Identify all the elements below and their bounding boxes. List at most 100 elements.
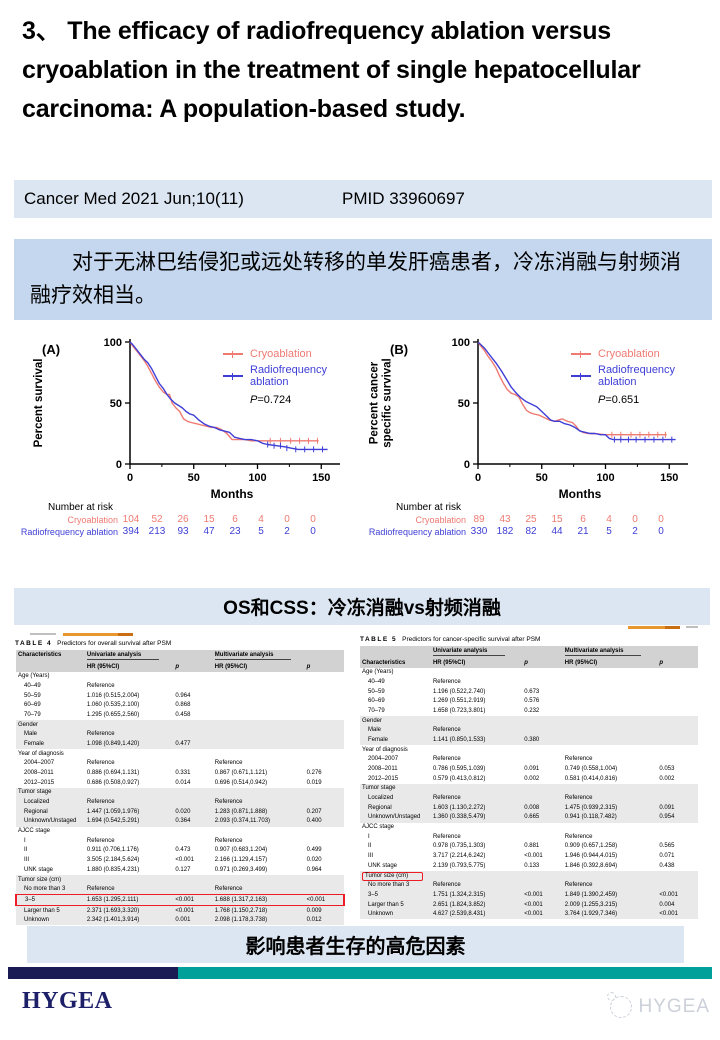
nar-value: 2 — [284, 526, 290, 537]
row-label: Localized — [360, 793, 431, 804]
crop-artifact — [118, 632, 133, 636]
footer-bar-teal — [178, 967, 712, 979]
row-value — [304, 797, 344, 808]
row-value: 2.651 (1.824,3.852) — [430, 900, 523, 910]
table-row: 2008–2011 0.786 (0.595,1.039) 0.091 0.749 (… — [360, 765, 698, 775]
nar-value: 82 — [525, 526, 537, 537]
table-group-label: Tumor stage — [360, 784, 698, 794]
survival-plot: 0 50 100 0 50 100 150 Percent survival — [33, 337, 340, 484]
row-value: 0.001 — [173, 915, 213, 926]
row-value — [657, 755, 698, 765]
row-value — [522, 832, 563, 842]
km-chart-overall-survival: (A) 0 50 100 0 50 100 150 Percent survival Cryo… — [18, 332, 363, 582]
row-label: Localized — [16, 797, 85, 808]
footer-bar-navy — [8, 967, 178, 979]
table-row: Unknown 4.627 (2.539,8.431) <0.001 3.764 (1… — [360, 909, 698, 920]
crop-artifact — [686, 626, 698, 628]
row-value — [522, 793, 563, 804]
row-label: 3–5 — [360, 890, 431, 901]
row-label: 40–49 — [24, 683, 41, 690]
row-value: 0.053 — [659, 766, 675, 773]
row-label: 3–5 — [15, 894, 85, 907]
row-value: 0.978 (0.735,1.303) — [432, 843, 486, 850]
row-label: 2012–2015 — [24, 779, 55, 786]
number-at-risk-label: Number at risk — [48, 502, 114, 513]
table-row: III 3.505 (2.184,5.624) <0.001 2.166 (1.129… — [16, 856, 344, 866]
row-value: Reference — [214, 837, 243, 844]
nar-value: 0 — [310, 514, 316, 525]
col-header-characteristics: Characteristics — [16, 650, 85, 672]
row-value: 1.768 (1.150,2.718) — [212, 905, 305, 916]
row-value: Reference — [430, 880, 523, 891]
survival-plot: 0 50 100 0 50 100 150 Percent cancerspecific su… — [369, 337, 688, 484]
row-value: Reference — [86, 760, 115, 767]
table-row: 40–49 Reference — [360, 678, 698, 688]
row-value — [213, 691, 305, 701]
table-row: Unknown/Unstaged 1.360 (0.338,5.479) 0.665… — [360, 813, 698, 823]
summary-banner: 对于无淋巴结侵犯或远处转移的单发肝癌患者，冷冻消融与射频消融疗效相当。 — [14, 239, 712, 320]
legend-label: Cryoablation — [598, 348, 660, 360]
table-group-row: AJCC stage — [16, 827, 344, 837]
table-group-row: Age (Years) — [16, 672, 344, 682]
row-value: Reference — [86, 837, 115, 844]
nar-value: 43 — [499, 514, 511, 525]
row-value — [562, 735, 658, 746]
table-group-row: Year of diagnosis — [360, 745, 698, 755]
row-value: 0.002 — [659, 775, 675, 782]
row-value: 0.091 — [657, 803, 698, 814]
row-value: 3.717 (2.214,6.242) — [432, 853, 486, 860]
col-header-p: p — [657, 658, 698, 668]
col-header-p: p — [522, 658, 563, 668]
row-value: 1.295 (0.655,2.560) — [86, 712, 140, 719]
svg-text:50: 50 — [536, 472, 548, 484]
table-row: Unknown 2.342 (1.401,3.914) 0.001 2.098 (1.… — [16, 915, 344, 926]
nar-series-name: Cryoablation — [67, 514, 118, 525]
journal-citation: Cancer Med 2021 Jun;10(11) — [24, 189, 244, 208]
row-value: 2.166 (1.129,4.157) — [214, 857, 268, 864]
row-value: 2.093 (0.374,11.703) — [212, 817, 305, 827]
table-group-row: Tumor stage — [16, 788, 344, 798]
row-value: 0.012 — [304, 915, 344, 926]
row-label: 70–79 — [368, 708, 385, 715]
table-row: 50–59 1.016 (0.515,2.004) 0.964 — [16, 691, 344, 701]
legend-item: Cryoablation — [571, 348, 711, 360]
row-value: Reference — [432, 833, 461, 840]
nar-value: 4 — [606, 514, 612, 525]
row-value: 3.764 (1.929,7.346) — [562, 909, 658, 920]
table-row: Localized Reference Reference — [360, 793, 698, 804]
row-label: Female — [16, 739, 85, 750]
col-header-hr: HR (95%CI) — [84, 662, 174, 672]
row-value: 1.196 (0.522,2.740) — [432, 688, 486, 695]
table-row: Unknown/Unstaged 1.694 (0.542,5.291) 0.364… — [16, 817, 344, 827]
row-value: 0.477 — [173, 739, 213, 750]
table-cancer-specific-survival: TABLE 5 Predictors for cancer-specific su… — [360, 625, 698, 920]
row-value: 0.964 — [306, 866, 322, 873]
table-row: Male Reference — [16, 730, 344, 740]
row-value — [657, 687, 698, 697]
number-at-risk-table: Cryoablation 104 52 26 15 6 4 0 0 Radiofrequency … — [18, 514, 363, 537]
row-label: Unknown — [360, 909, 431, 920]
charts-row: (A) 0 50 100 0 50 100 150 Percent survival Cryo… — [0, 332, 720, 584]
nar-series-name: Cryoablation — [415, 514, 466, 525]
row-value: 1.653 (1.295,2.111) — [84, 894, 174, 907]
row-value: 0.673 — [524, 688, 540, 695]
data-table: Characteristics Univariate analysis Mult… — [360, 646, 698, 920]
row-label: UNK stage — [24, 866, 54, 873]
row-value: 0.014 — [175, 779, 191, 786]
row-value — [173, 730, 213, 740]
row-value: Reference — [562, 880, 658, 891]
table-row: No more than 3 Reference Reference — [360, 880, 698, 891]
nar-value: 182 — [496, 526, 514, 537]
table-row: II 0.978 (0.735,1.303) 0.881 0.909 (0.657,1… — [360, 842, 698, 852]
svg-text:50: 50 — [458, 398, 470, 410]
row-value: 0.400 — [304, 817, 344, 827]
row-label: 2012–2015 — [368, 775, 399, 782]
x-axis-title: Months — [210, 487, 254, 501]
nar-value: 93 — [177, 526, 189, 537]
table-group-label: AJCC stage — [362, 824, 395, 831]
col-header-p: p — [304, 662, 344, 672]
hygea-globe-sketch-icon — [607, 992, 633, 1018]
row-value: 2.139 (0.793,5.775) — [432, 862, 486, 869]
table-row: 2004–2007 Reference Reference — [16, 759, 344, 769]
